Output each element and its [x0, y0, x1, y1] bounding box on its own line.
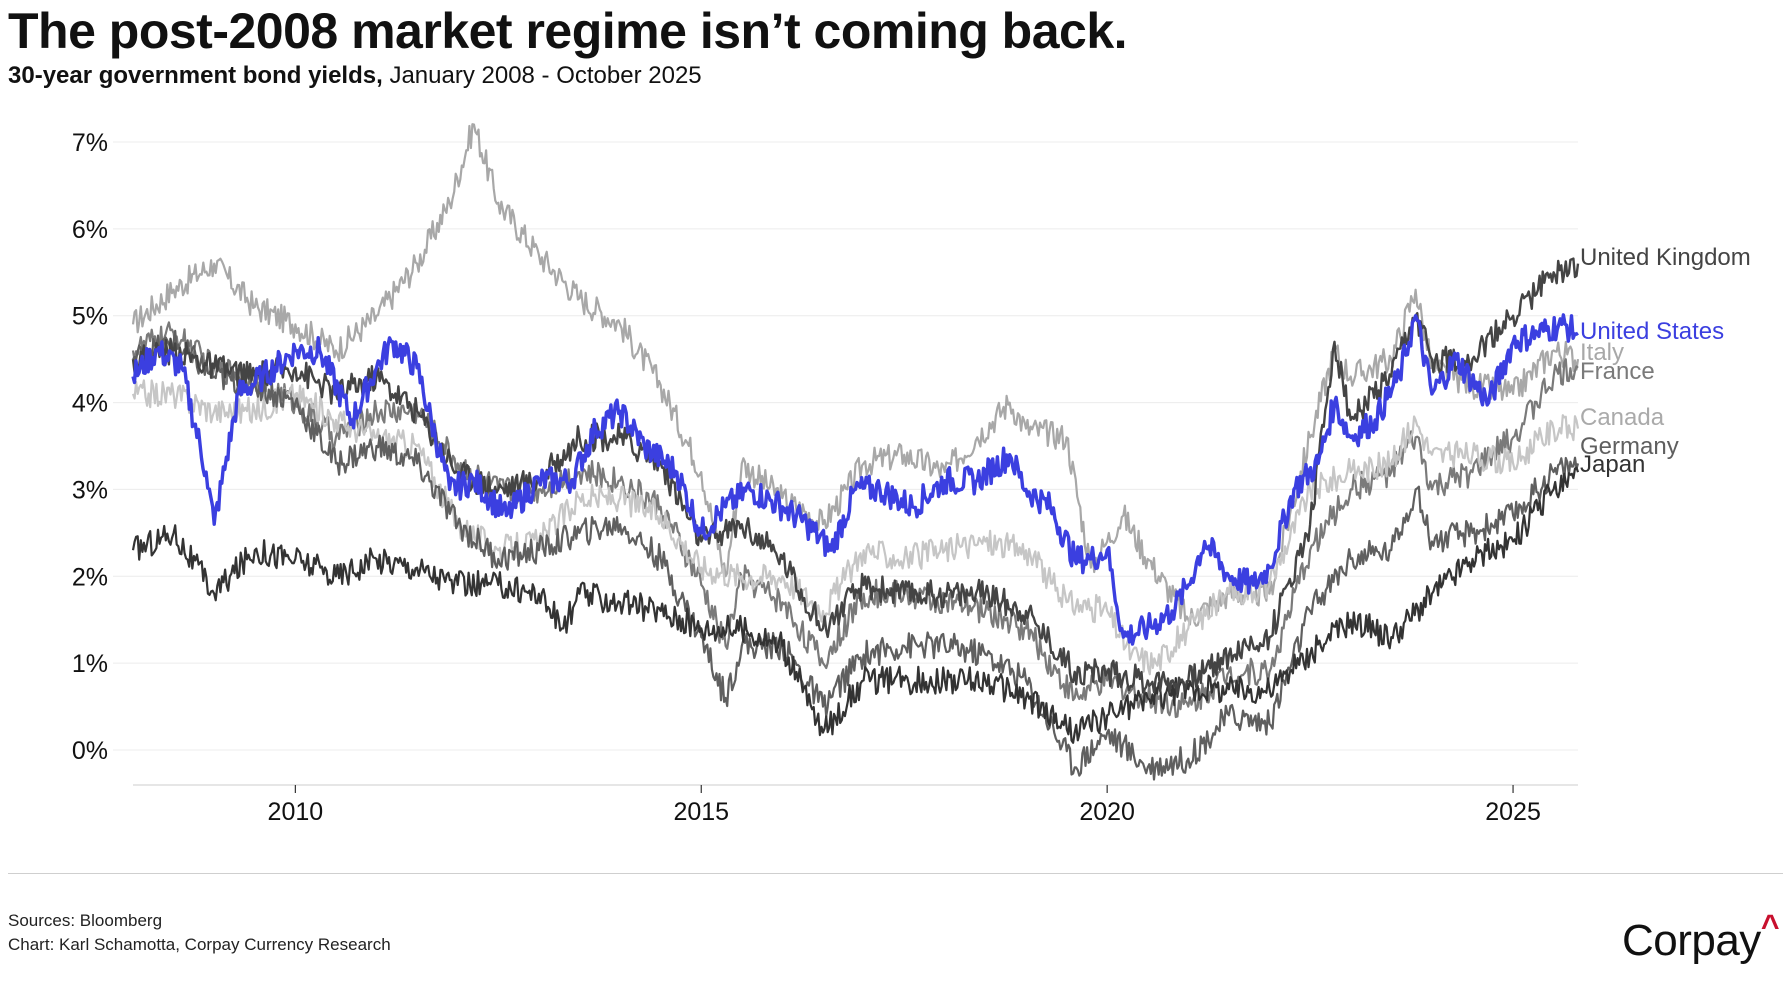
series-line-france — [131, 321, 1579, 719]
series-label-italy: Italy — [1580, 339, 1624, 366]
series-line-germany — [132, 329, 1580, 781]
y-tick-label: 4% — [72, 390, 108, 418]
series-label-canada: Canada — [1580, 404, 1665, 431]
x-axis: 2010 2015 2020 2025 — [133, 784, 1578, 826]
logo-caret: ^ — [1760, 908, 1780, 944]
x-tick-label: 2015 — [673, 798, 729, 826]
sources-note: Sources: Bloomberg — [8, 911, 163, 930]
x-tick-label: 2020 — [1079, 798, 1135, 826]
series-line-italy — [131, 123, 1580, 627]
y-tick-label: 6% — [72, 216, 108, 244]
bond-yield-chart: 0% 1% 2% 3% 4% 5% 6% 7% 2010 2015 2020 2025 ItalyF… — [72, 123, 1751, 826]
x-tick-label: 2025 — [1485, 798, 1541, 826]
series-line-canada — [131, 379, 1580, 676]
series-label-germany: Germany — [1580, 433, 1679, 460]
y-axis: 0% 1% 2% 3% 4% 5% 6% 7% — [72, 129, 108, 765]
series-label-france: France — [1580, 358, 1655, 385]
footer-divider — [8, 873, 1783, 874]
series-line-united-kingdom — [131, 257, 1580, 696]
chart-title: The post-2008 market regime isn’t coming… — [8, 3, 1128, 59]
y-tick-label: 7% — [72, 129, 108, 157]
chart-subtitle: 30-year government bond yields, January … — [8, 62, 702, 90]
y-tick-label: 2% — [72, 563, 108, 591]
y-tick-label: 1% — [72, 650, 108, 678]
y-tick-label: 5% — [72, 303, 108, 331]
corpay-logo: Corpay^ — [1621, 908, 1780, 966]
chart-credit: Chart: Karl Schamotta, Corpay Currency R… — [8, 935, 391, 954]
series-line-united-states — [131, 313, 1579, 646]
logo-text: Corpay — [1621, 916, 1761, 965]
y-tick-label: 0% — [72, 737, 108, 765]
series-lines — [131, 123, 1580, 781]
subtitle-bold: 30-year government bond yields, — [8, 62, 383, 89]
series-label-united-kingdom: United Kingdom — [1580, 244, 1751, 271]
subtitle-date-range: January 2008 - October 2025 — [382, 62, 702, 89]
x-tick-label: 2010 — [268, 798, 324, 826]
y-tick-label: 3% — [72, 476, 108, 504]
series-label-japan: Japan — [1580, 451, 1645, 478]
series-line-japan — [131, 466, 1580, 744]
series-label-united-states: United States — [1580, 318, 1724, 345]
